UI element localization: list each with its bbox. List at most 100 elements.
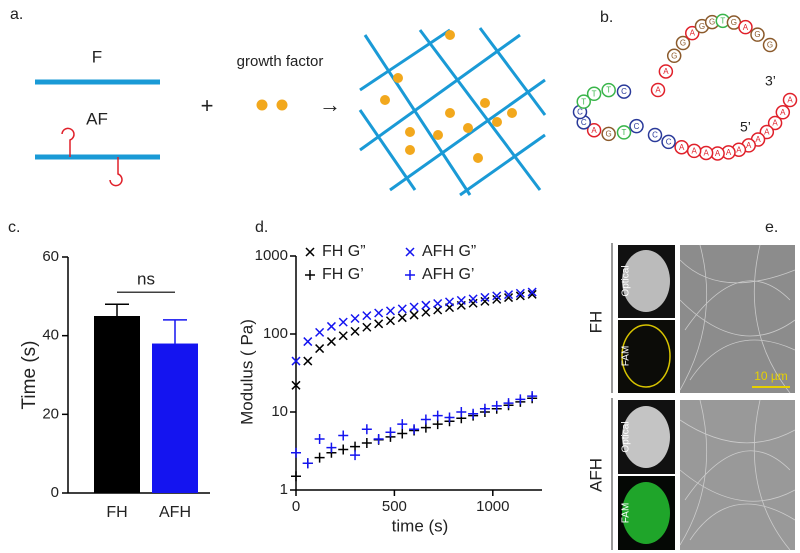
panel-a [35, 27, 547, 197]
growth-factor [256, 99, 268, 111]
data-point [527, 289, 537, 299]
nucleotide [738, 19, 753, 35]
panel-label: a. [10, 6, 23, 23]
data-point [291, 471, 301, 482]
legend-label: AFH G” [422, 243, 476, 260]
data-point [374, 308, 384, 318]
nucleotide-letter: A [690, 29, 696, 38]
data-point [314, 434, 325, 445]
data-point [397, 428, 408, 439]
y-tick-label: 1 [280, 481, 288, 498]
strand-label: AF [86, 109, 108, 128]
nucleotide [666, 48, 682, 64]
significance-label: ns [137, 270, 155, 289]
nucleotide [601, 126, 616, 142]
data-point [480, 296, 490, 306]
group-label: FH [586, 311, 605, 334]
data-point [444, 412, 455, 423]
data-point [492, 291, 502, 301]
data-point [291, 447, 301, 458]
data-point [350, 441, 361, 452]
droplet [621, 324, 671, 388]
nucleotide [586, 86, 602, 102]
y-tick-label: 10 [271, 403, 288, 420]
data-point [350, 313, 360, 324]
data-point [456, 295, 466, 305]
nucleotide [684, 25, 700, 41]
nucleotide-letter: G [767, 41, 773, 50]
legend-marker [305, 270, 315, 280]
data-point [314, 452, 325, 463]
y-tick-label: 100 [263, 325, 288, 342]
data-point [315, 344, 325, 354]
data-point [515, 288, 525, 298]
channel-label: FAM [621, 503, 632, 524]
x-tick-label: FH [106, 504, 127, 521]
data-point [397, 313, 407, 323]
channel-label: Optical [621, 421, 632, 452]
nucleotide-letter: A [755, 135, 761, 144]
nucleotide [601, 82, 616, 98]
data-point [409, 310, 419, 320]
panel-label: b. [600, 9, 613, 26]
nucleotide-letter: T [581, 97, 586, 106]
bar [94, 316, 140, 493]
data-point [385, 316, 395, 326]
nucleotide [767, 115, 783, 131]
nucleotide-letter: A [780, 108, 786, 117]
data-point [433, 298, 443, 309]
data-point [433, 305, 443, 315]
nucleotide-letter: G [699, 22, 705, 31]
y-tick-label: 40 [42, 327, 59, 344]
y-tick-label: 1000 [255, 247, 288, 264]
nucleotide [650, 82, 666, 98]
nucleotide-letter: A [743, 23, 749, 32]
nucleotide-letter: C [666, 138, 672, 147]
bound-factors [380, 30, 517, 163]
nucleotide [782, 92, 798, 108]
data-point [409, 424, 420, 435]
nucleotide [762, 37, 778, 53]
data-point [480, 292, 490, 302]
data-point [326, 321, 336, 331]
data-point [468, 294, 478, 304]
data-point [421, 300, 431, 310]
data-point [291, 380, 301, 390]
data-point [492, 294, 502, 304]
data-point [326, 442, 337, 453]
nucleotide [750, 27, 765, 42]
data-point [397, 304, 407, 314]
data-point [303, 337, 313, 347]
data-point [361, 424, 372, 435]
nucleotide-letter: A [787, 96, 793, 105]
legend-marker [405, 270, 415, 280]
panel-e [611, 243, 796, 551]
nucleotide-letter: A [764, 128, 770, 137]
y-tick-label: 20 [42, 405, 59, 422]
nucleotide-letter: A [703, 149, 709, 158]
data-point [444, 297, 455, 307]
data-point [350, 450, 361, 461]
nucleotide [661, 134, 676, 150]
nucleotide-letter: C [652, 131, 658, 140]
nucleotide-letter: A [746, 141, 752, 150]
panel-label: d. [255, 219, 268, 236]
nucleotide-letter: C [634, 122, 640, 131]
y-axis-label: Time (s) [19, 341, 40, 410]
nucleotide [658, 64, 674, 79]
data-point [385, 427, 396, 438]
nucleotide [674, 139, 689, 155]
data-point [338, 430, 349, 441]
x-tick-label: AFH [159, 504, 191, 521]
data-point [421, 307, 431, 317]
y-tick-label: 60 [42, 248, 59, 265]
nucleotide-letter: T [606, 86, 611, 95]
data-point [338, 317, 348, 327]
data-point [362, 311, 372, 321]
end-label: 5’ [740, 119, 751, 135]
nucleotide-letter: A [591, 126, 597, 135]
nucleotide-letter: G [731, 18, 737, 27]
data-point [527, 391, 538, 402]
data-point [397, 419, 408, 430]
